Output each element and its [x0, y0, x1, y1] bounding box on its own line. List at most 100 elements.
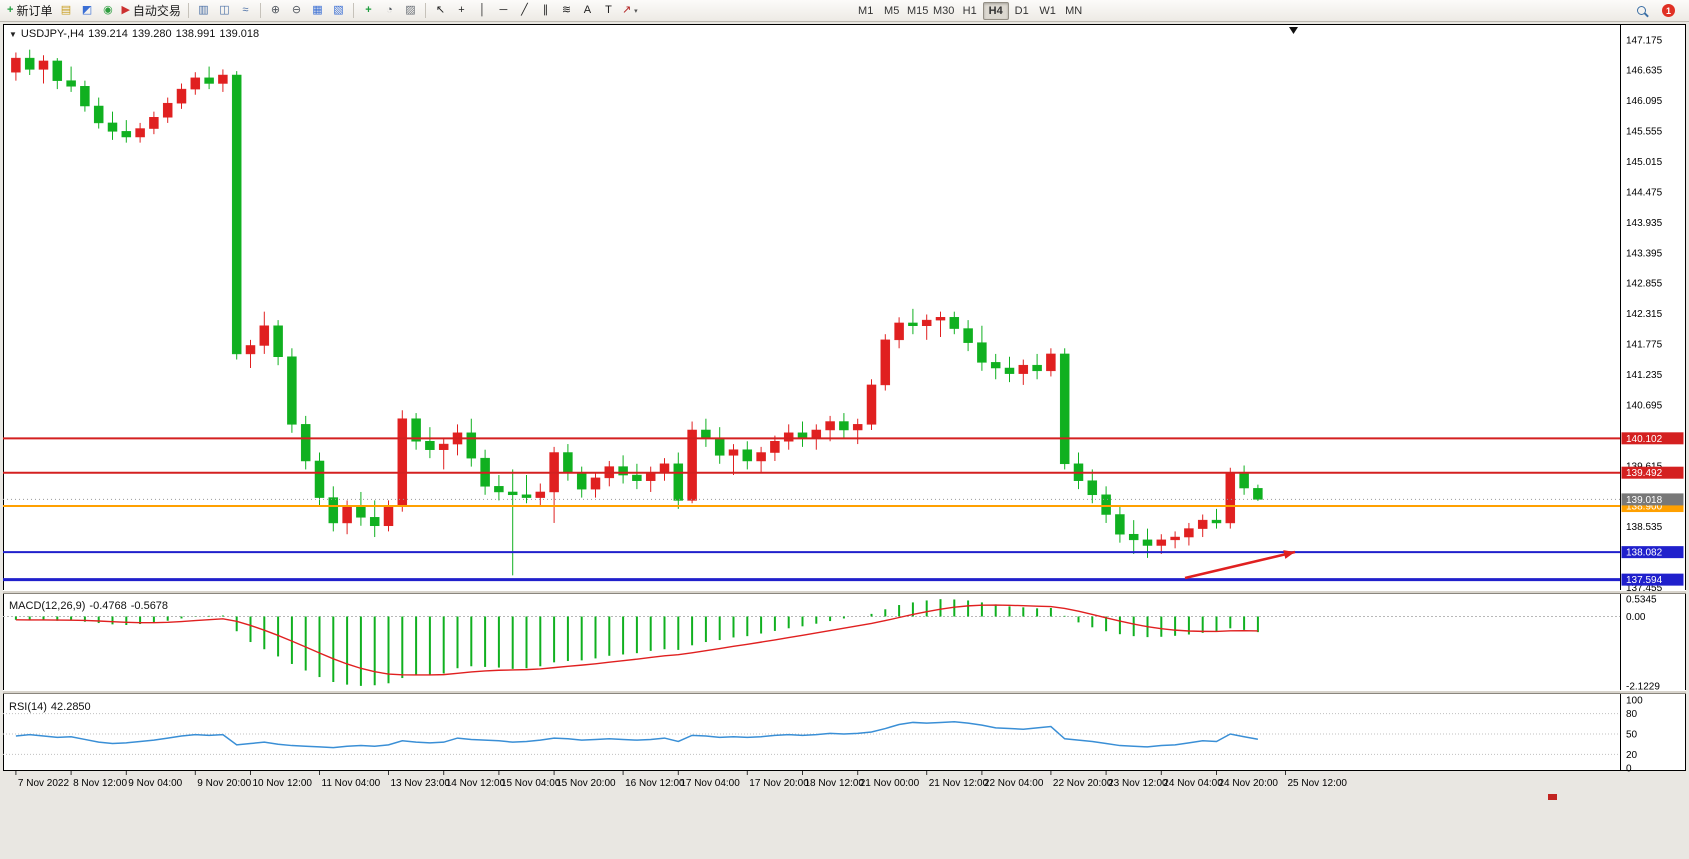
timeframe-M1[interactable]: M1: [858, 4, 874, 17]
svg-text:138.082: 138.082: [1626, 548, 1663, 559]
tile-windows-icon: ▦: [312, 4, 323, 16]
market-watch-button[interactable]: ▤: [55, 1, 76, 20]
search-icon: [1637, 6, 1646, 15]
svg-text:20: 20: [1626, 750, 1638, 761]
indicators-icon: +: [365, 4, 372, 16]
toolbar-separator: [352, 3, 354, 18]
zoom-out-button[interactable]: ⊖: [286, 1, 307, 20]
periods-icon: ◔: [386, 4, 393, 16]
svg-text:0.00: 0.00: [1626, 612, 1646, 623]
svg-text:11 Nov 04:00: 11 Nov 04:00: [322, 778, 381, 789]
text-label-button[interactable]: T: [598, 1, 619, 20]
svg-text:16 Nov 12:00: 16 Nov 12:00: [625, 778, 685, 789]
zoom-in-button[interactable]: ⊕: [265, 1, 286, 20]
svg-text:140.102: 140.102: [1626, 434, 1663, 445]
svg-text:143.395: 143.395: [1626, 248, 1663, 259]
macd-main-value: -0.4768: [89, 600, 127, 612]
navigator-button[interactable]: ◩: [76, 1, 97, 20]
chart-shift-marker: [1289, 27, 1298, 34]
periods-button[interactable]: ◔: [379, 1, 400, 20]
auto-arrange-button[interactable]: ▧: [328, 1, 349, 20]
equidistant-channel-button[interactable]: ∥: [535, 1, 556, 20]
horizontal-line-icon: ─: [499, 4, 508, 16]
svg-text:0.5345: 0.5345: [1626, 595, 1657, 606]
fibonacci-icon: ≋: [561, 4, 572, 16]
scroll-marker[interactable]: [1548, 794, 1557, 800]
candlestick-mode-icon: ◫: [219, 4, 230, 16]
crosshair-button[interactable]: +: [451, 1, 472, 20]
line-chart-mode-button[interactable]: ≈: [235, 1, 256, 20]
line-chart-mode-icon: ≈: [242, 4, 249, 16]
text-icon: A: [583, 4, 592, 16]
rsi-header: RSI(14) 42.2850: [9, 701, 95, 713]
svg-text:14 Nov 12:00: 14 Nov 12:00: [446, 778, 506, 789]
new-order-icon: +: [7, 4, 14, 16]
svg-text:0: 0: [1626, 764, 1632, 775]
tile-windows-button[interactable]: ▦: [307, 1, 328, 20]
svg-text:9 Nov 04:00: 9 Nov 04:00: [128, 778, 182, 789]
svg-text:15 Nov 20:00: 15 Nov 20:00: [556, 778, 616, 789]
terminal-button[interactable]: ◉: [97, 1, 118, 20]
equidistant-channel-icon: ∥: [542, 4, 549, 16]
text-button[interactable]: A: [577, 1, 598, 20]
macd-name: MACD(12,26,9): [9, 600, 86, 612]
templates-button[interactable]: ▨: [400, 1, 421, 20]
rsi-value: 42.2850: [50, 701, 91, 713]
svg-text:24 Nov 20:00: 24 Nov 20:00: [1219, 778, 1279, 789]
svg-text:145.015: 145.015: [1626, 157, 1663, 168]
indicators-button[interactable]: +: [358, 1, 379, 20]
timeframe-M5[interactable]: M5: [884, 4, 900, 17]
fibonacci-button[interactable]: ≋: [556, 1, 577, 20]
trendline-button[interactable]: ╱: [514, 1, 535, 20]
trendline-icon: ╱: [521, 4, 528, 16]
timeframe-D1[interactable]: D1: [1014, 4, 1029, 17]
arrows-tool-dropdown-icon: ▾: [634, 7, 638, 15]
timeframe-H1[interactable]: H1: [962, 4, 977, 17]
timeframe-H4[interactable]: H4: [982, 1, 1009, 20]
svg-text:146.635: 146.635: [1626, 66, 1663, 77]
timeframe-MN[interactable]: MN: [1065, 4, 1083, 17]
bar-chart-mode-icon: ▥: [198, 4, 209, 16]
notifications-button[interactable]: 1: [1658, 1, 1679, 20]
svg-text:142.315: 142.315: [1626, 309, 1663, 320]
main-toolbar: + 新订单 ▤ ◩ ◉ ▶ 自动交易 ▥ ◫ ≈ ⊕ ⊖ ▦ ▧ + ◔ ▨ ↖ + │ ─ ╱ ∥ ≋ A T ↗ ▾ M1 M5 M1…: [0, 0, 1689, 22]
bar-chart-mode-button[interactable]: ▥: [193, 1, 214, 20]
timeframe-M15[interactable]: M15: [906, 4, 929, 17]
svg-text:137.455: 137.455: [1626, 583, 1663, 594]
svg-text:24 Nov 04:00: 24 Nov 04:00: [1163, 778, 1223, 789]
svg-text:17 Nov 20:00: 17 Nov 20:00: [749, 778, 809, 789]
svg-text:145.555: 145.555: [1626, 127, 1663, 138]
svg-text:140.695: 140.695: [1626, 400, 1663, 411]
svg-text:22 Nov 04:00: 22 Nov 04:00: [984, 778, 1044, 789]
timeframe-W1[interactable]: W1: [1039, 4, 1056, 17]
candlestick-mode-button[interactable]: ◫: [214, 1, 235, 20]
chart-canvas[interactable]: 147.175 146.635 146.095 145.555 145.015 144.4…: [3, 24, 1686, 793]
svg-text:13 Nov 23:00: 13 Nov 23:00: [391, 778, 451, 789]
symbol-period: USDJPY-,H4: [20, 28, 85, 40]
autotrading-label: 自动交易: [132, 4, 181, 18]
arrows-tool-icon: ↗: [621, 4, 632, 16]
arrows-tool-button[interactable]: ↗ ▾: [619, 1, 641, 20]
svg-text:146.095: 146.095: [1626, 96, 1663, 107]
chart-title: ▼ USDJPY-,H4 139.214 139.280 138.991 139.018: [9, 28, 263, 40]
terminal-icon: ◉: [103, 4, 113, 16]
svg-text:137.594: 137.594: [1626, 575, 1663, 586]
price-high: 139.280: [131, 28, 172, 40]
new-order-button[interactable]: + 新订单: [4, 1, 55, 20]
svg-text:8 Nov 12:00: 8 Nov 12:00: [73, 778, 127, 789]
text-label-icon: T: [605, 4, 612, 16]
one-click-trading-toggle[interactable]: ▼: [9, 30, 17, 39]
rsi-name: RSI(14): [9, 701, 47, 713]
toolbar-separator: [259, 3, 261, 18]
horizontal-line-button[interactable]: ─: [493, 1, 514, 20]
vertical-line-button[interactable]: │: [472, 1, 493, 20]
timeframe-M30[interactable]: M30: [932, 4, 955, 17]
cursor-button[interactable]: ↖: [430, 1, 451, 20]
templates-icon: ▨: [405, 4, 416, 16]
autotrading-button[interactable]: ▶ 自动交易: [118, 1, 183, 20]
search-button[interactable]: [1631, 1, 1652, 20]
svg-text:21 Nov 12:00: 21 Nov 12:00: [929, 778, 989, 789]
svg-text:23 Nov 12:00: 23 Nov 12:00: [1108, 778, 1168, 789]
svg-text:100: 100: [1626, 696, 1643, 707]
price-close: 139.018: [219, 28, 260, 40]
